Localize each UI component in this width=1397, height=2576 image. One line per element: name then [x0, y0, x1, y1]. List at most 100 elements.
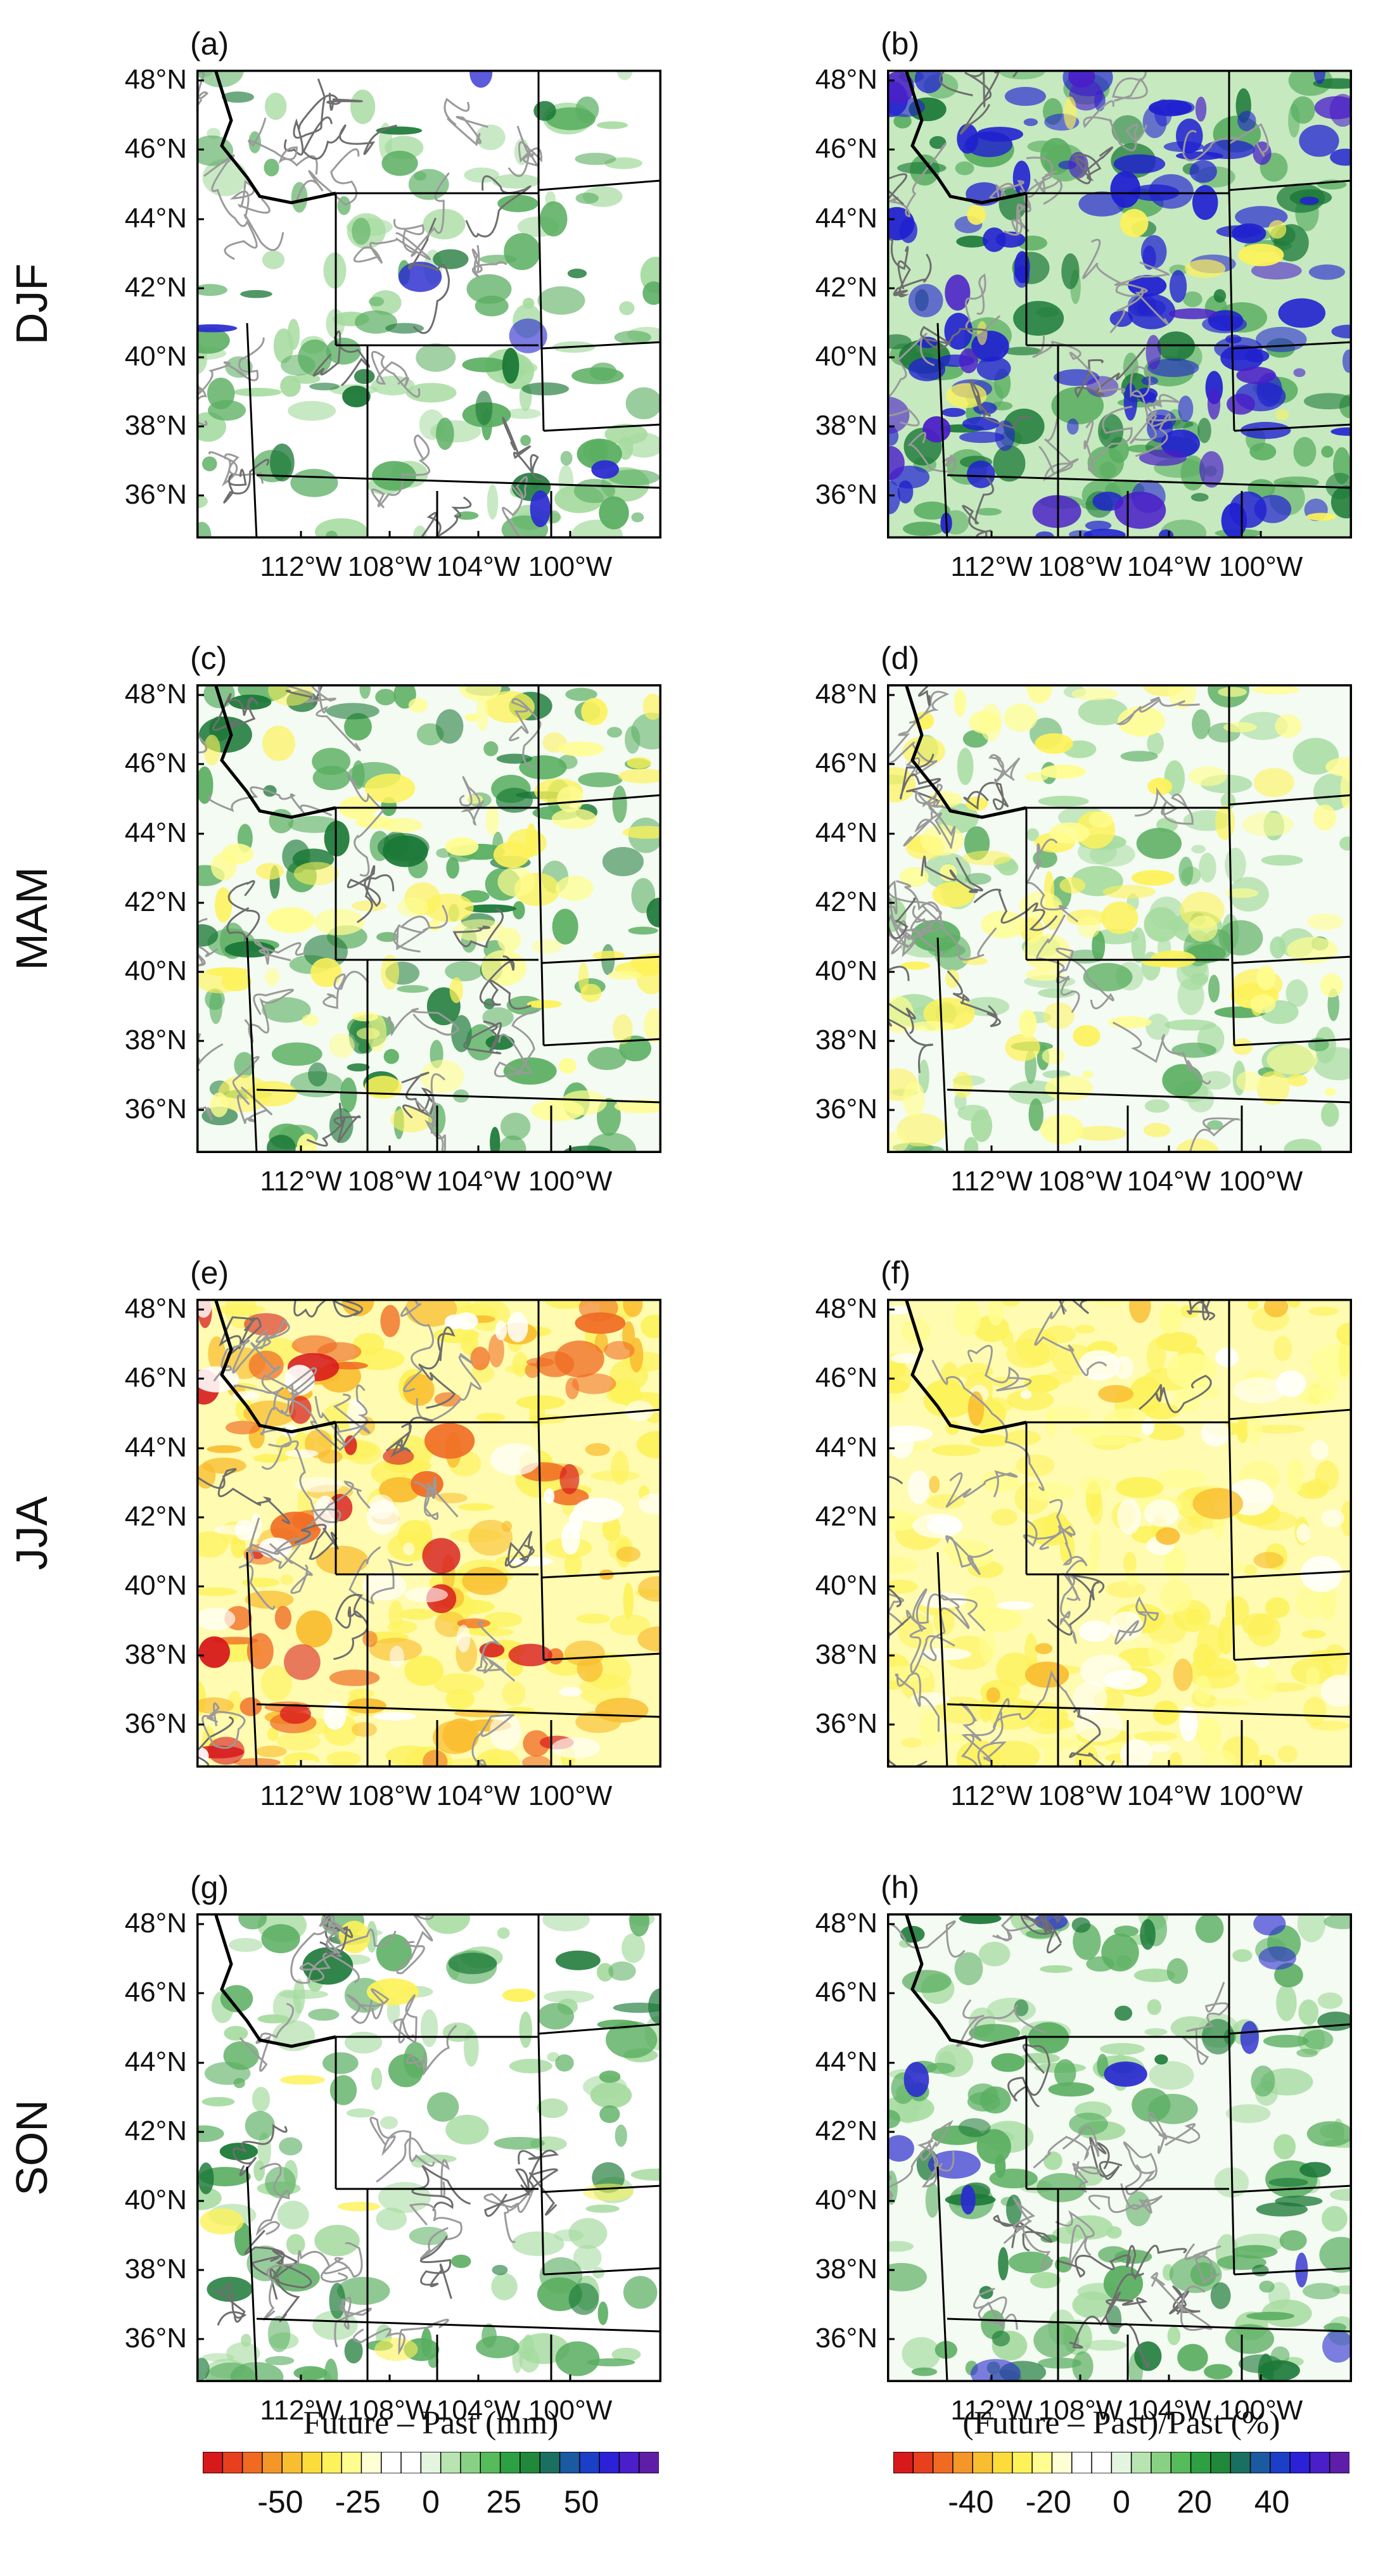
- panel-label: (a): [190, 26, 229, 61]
- precipitation-change-field: [887, 70, 1352, 539]
- season-label: DJF: [7, 263, 56, 345]
- colorbar-swatch: [499, 2452, 521, 2473]
- panel-label: (e): [190, 1255, 229, 1291]
- colorbar-tick-label: -20: [1025, 2484, 1071, 2520]
- map-panel: [887, 684, 1352, 1153]
- colorbar-tick-label: -25: [335, 2484, 381, 2520]
- latitude-tick-label: 40°N: [124, 341, 187, 372]
- latitude-tick-label: 40°N: [124, 955, 187, 986]
- map-panel: [887, 70, 1352, 539]
- longitude-tick-label: 100°W: [1218, 1166, 1303, 1197]
- colorbar-swatch: [1130, 2452, 1152, 2473]
- longitude-tick-label: 112°W: [260, 1166, 342, 1197]
- panel-label: (g): [190, 1870, 229, 1905]
- longitude-tick-label: 104°W: [436, 551, 521, 582]
- latitude-tick-label: 46°N: [124, 1362, 187, 1393]
- latitude-tick-label: 38°N: [124, 410, 187, 441]
- longitude-tick-label: 108°W: [347, 1780, 432, 1811]
- colorbar-swatch: [400, 2452, 422, 2473]
- colorbar-swatch: [203, 2452, 224, 2473]
- colorbar-swatch: [618, 2452, 640, 2473]
- map-panel: [196, 70, 661, 539]
- latitude-tick-label: 48°N: [124, 679, 187, 710]
- longitude-tick-label: 100°W: [528, 551, 613, 582]
- longitude-tick-label: 108°W: [347, 551, 432, 582]
- colorbar-swatch: [1210, 2452, 1232, 2473]
- latitude-tick-label: 36°N: [815, 479, 877, 510]
- longitude-tick-label: 100°W: [1218, 1780, 1303, 1811]
- map-panel: [887, 1913, 1352, 2382]
- latitude-tick-label: 46°N: [124, 133, 187, 164]
- colorbar-swatch: [241, 2452, 264, 2473]
- colorbar-swatch: [440, 2452, 462, 2473]
- latitude-tick-label: 46°N: [124, 1977, 187, 2008]
- colorbar-swatch: [1309, 2452, 1330, 2473]
- longitude-tick-label: 112°W: [950, 1780, 1033, 1811]
- latitude-tick-label: 38°N: [815, 410, 877, 441]
- latitude-tick-label: 44°N: [815, 203, 877, 234]
- latitude-tick-label: 44°N: [124, 2046, 187, 2077]
- latitude-tick-label: 48°N: [124, 1293, 187, 1324]
- latitude-tick-label: 36°N: [815, 1094, 877, 1125]
- season-label: JJA: [7, 1496, 56, 1571]
- latitude-tick-label: 38°N: [124, 2254, 187, 2285]
- longitude-tick-label: 112°W: [950, 551, 1033, 582]
- longitude-tick-label: 108°W: [347, 2395, 432, 2426]
- longitude-tick-label: 108°W: [1038, 1780, 1123, 1811]
- colorbar-swatch: [912, 2452, 934, 2473]
- colorbar-tick-label: 0: [1113, 2484, 1130, 2520]
- colorbar-swatch: [1170, 2452, 1192, 2473]
- colorbar-swatch: [222, 2452, 243, 2473]
- latitude-tick-label: 40°N: [124, 2184, 187, 2216]
- longitude-tick-label: 104°W: [1126, 1166, 1211, 1197]
- longitude-tick-label: 100°W: [528, 1780, 613, 1811]
- season-label: MAM: [7, 867, 56, 971]
- latitude-tick-label: 48°N: [124, 1908, 187, 1939]
- precipitation-change-field: [196, 1913, 661, 2382]
- latitude-tick-label: 46°N: [124, 748, 187, 779]
- longitude-tick-label: 112°W: [260, 2395, 342, 2426]
- latitude-tick-label: 44°N: [124, 817, 187, 848]
- latitude-tick-label: 42°N: [815, 886, 877, 917]
- colorbar-swatch: [1012, 2452, 1033, 2473]
- latitude-tick-label: 38°N: [815, 1024, 877, 1055]
- latitude-tick-label: 40°N: [815, 2184, 877, 2216]
- colorbar-tick-label: 40: [1254, 2484, 1290, 2520]
- colorbar-swatch: [972, 2452, 993, 2473]
- latitude-tick-label: 40°N: [124, 1570, 187, 1601]
- latitude-tick-label: 42°N: [124, 272, 187, 303]
- colorbar-swatch: [380, 2452, 402, 2473]
- longitude-tick-label: 104°W: [1126, 1780, 1211, 1811]
- colorbar-swatch: [1270, 2452, 1291, 2473]
- precipitation-change-field: [887, 1913, 1352, 2382]
- colorbar-swatch: [301, 2452, 323, 2473]
- longitude-tick-label: 112°W: [950, 2395, 1033, 2426]
- longitude-tick-label: 104°W: [1126, 2395, 1211, 2426]
- latitude-tick-label: 44°N: [815, 1432, 877, 1463]
- latitude-tick-label: 48°N: [815, 679, 877, 710]
- longitude-tick-label: 104°W: [436, 1780, 521, 1811]
- longitude-tick-label: 108°W: [1038, 2395, 1123, 2426]
- colorbar-swatch: [1091, 2452, 1113, 2473]
- latitude-tick-label: 48°N: [124, 64, 187, 95]
- colorbar-title: (Future – Past)/Past (%): [962, 2405, 1280, 2441]
- colorbar-swatch: [520, 2452, 541, 2473]
- longitude-tick-label: 112°W: [260, 551, 342, 582]
- colorbar-swatch: [321, 2452, 343, 2473]
- colorbar-tick-label: 50: [563, 2484, 599, 2520]
- longitude-tick-label: 100°W: [528, 1166, 613, 1197]
- colorbar-swatch: [281, 2452, 303, 2473]
- colorbar-swatch: [1249, 2452, 1272, 2473]
- latitude-tick-label: 42°N: [815, 272, 877, 303]
- colorbar-swatch: [952, 2452, 974, 2473]
- precipitation-change-field: [196, 684, 661, 1153]
- latitude-tick-label: 44°N: [815, 2046, 877, 2077]
- colorbar-swatch: [341, 2452, 362, 2473]
- precipitation-change-field: [887, 684, 1352, 1153]
- latitude-tick-label: 44°N: [815, 817, 877, 848]
- longitude-tick-label: 108°W: [1038, 1166, 1123, 1197]
- precipitation-change-field: [196, 70, 661, 539]
- latitude-tick-label: 40°N: [815, 341, 877, 372]
- colorbar-swatch: [539, 2452, 561, 2473]
- latitude-tick-label: 48°N: [815, 64, 877, 95]
